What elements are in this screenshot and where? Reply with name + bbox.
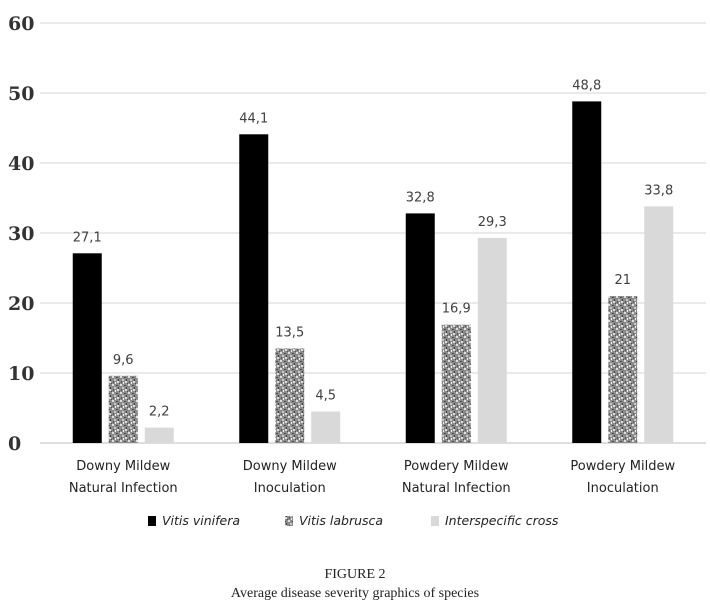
legend-swatch (148, 516, 156, 526)
bar (477, 237, 507, 443)
bar (644, 206, 674, 443)
category-label: Natural Infection (69, 481, 178, 496)
y-axis-ticks: 0 10 20 30 40 50 60 (8, 13, 34, 455)
data-labels: 27,1 9,6 2,2 44,1 13,5 4,5 32,8 16,9 29,3 48,8 21 3… (73, 78, 673, 419)
bar (239, 134, 269, 444)
bar (441, 324, 471, 443)
figure-caption: Average disease severity graphics of spe… (230, 586, 480, 601)
y-tick-label: 30 (8, 223, 34, 245)
legend-swatch (431, 516, 439, 526)
bar (572, 101, 602, 444)
legend-label: Interspecific cross (445, 513, 559, 528)
data-label: 4,5 (315, 389, 336, 404)
bars (72, 101, 674, 444)
y-tick-label: 20 (8, 293, 34, 315)
y-tick-label: 50 (8, 83, 34, 105)
y-tick-label: 10 (8, 363, 34, 385)
legend-swatch (285, 516, 293, 526)
data-label: 33,8 (644, 183, 673, 198)
category-label: Powdery Mildew (570, 459, 675, 474)
y-tick-label: 0 (8, 433, 21, 455)
category-labels: Downy Mildew Natural Infection Downy Milde… (69, 459, 676, 496)
bar (144, 427, 174, 443)
y-tick-label: 60 (8, 13, 34, 35)
legend: Vitis vinifera Vitis labrusca Interspecifi… (148, 513, 559, 528)
category-label: Powdery Mildew (404, 459, 509, 474)
category-label: Downy Mildew (76, 459, 170, 474)
y-tick-label: 40 (8, 153, 34, 175)
legend-label: Vitis labrusca (299, 513, 383, 528)
data-label: 21 (614, 273, 631, 288)
bar-chart: 0 10 20 30 40 50 60 27,1 9,6 2,2 44,1 13,5 4,5 32,8 1… (8, 13, 706, 528)
data-label: 32,8 (406, 190, 435, 205)
data-label: 44,1 (239, 111, 268, 126)
category-label: Natural Infection (402, 481, 511, 496)
bar (608, 296, 638, 443)
bar (275, 348, 305, 443)
gridlines (40, 22, 706, 444)
bar (108, 375, 138, 443)
data-label: 9,6 (113, 353, 134, 368)
figure-number: FIGURE 2 (324, 567, 386, 582)
data-label: 48,8 (572, 78, 601, 93)
category-label: Downy Mildew (243, 459, 337, 474)
data-label: 16,9 (442, 302, 471, 317)
legend-label: Vitis vinifera (162, 513, 240, 528)
data-label: 27,1 (73, 230, 102, 245)
bar (72, 253, 102, 443)
data-label: 2,2 (149, 405, 170, 420)
bar (311, 411, 341, 443)
category-label: Inoculation (254, 481, 326, 496)
data-label: 29,3 (478, 215, 507, 230)
category-label: Inoculation (587, 481, 659, 496)
bar (405, 213, 435, 443)
data-label: 13,5 (275, 326, 304, 341)
